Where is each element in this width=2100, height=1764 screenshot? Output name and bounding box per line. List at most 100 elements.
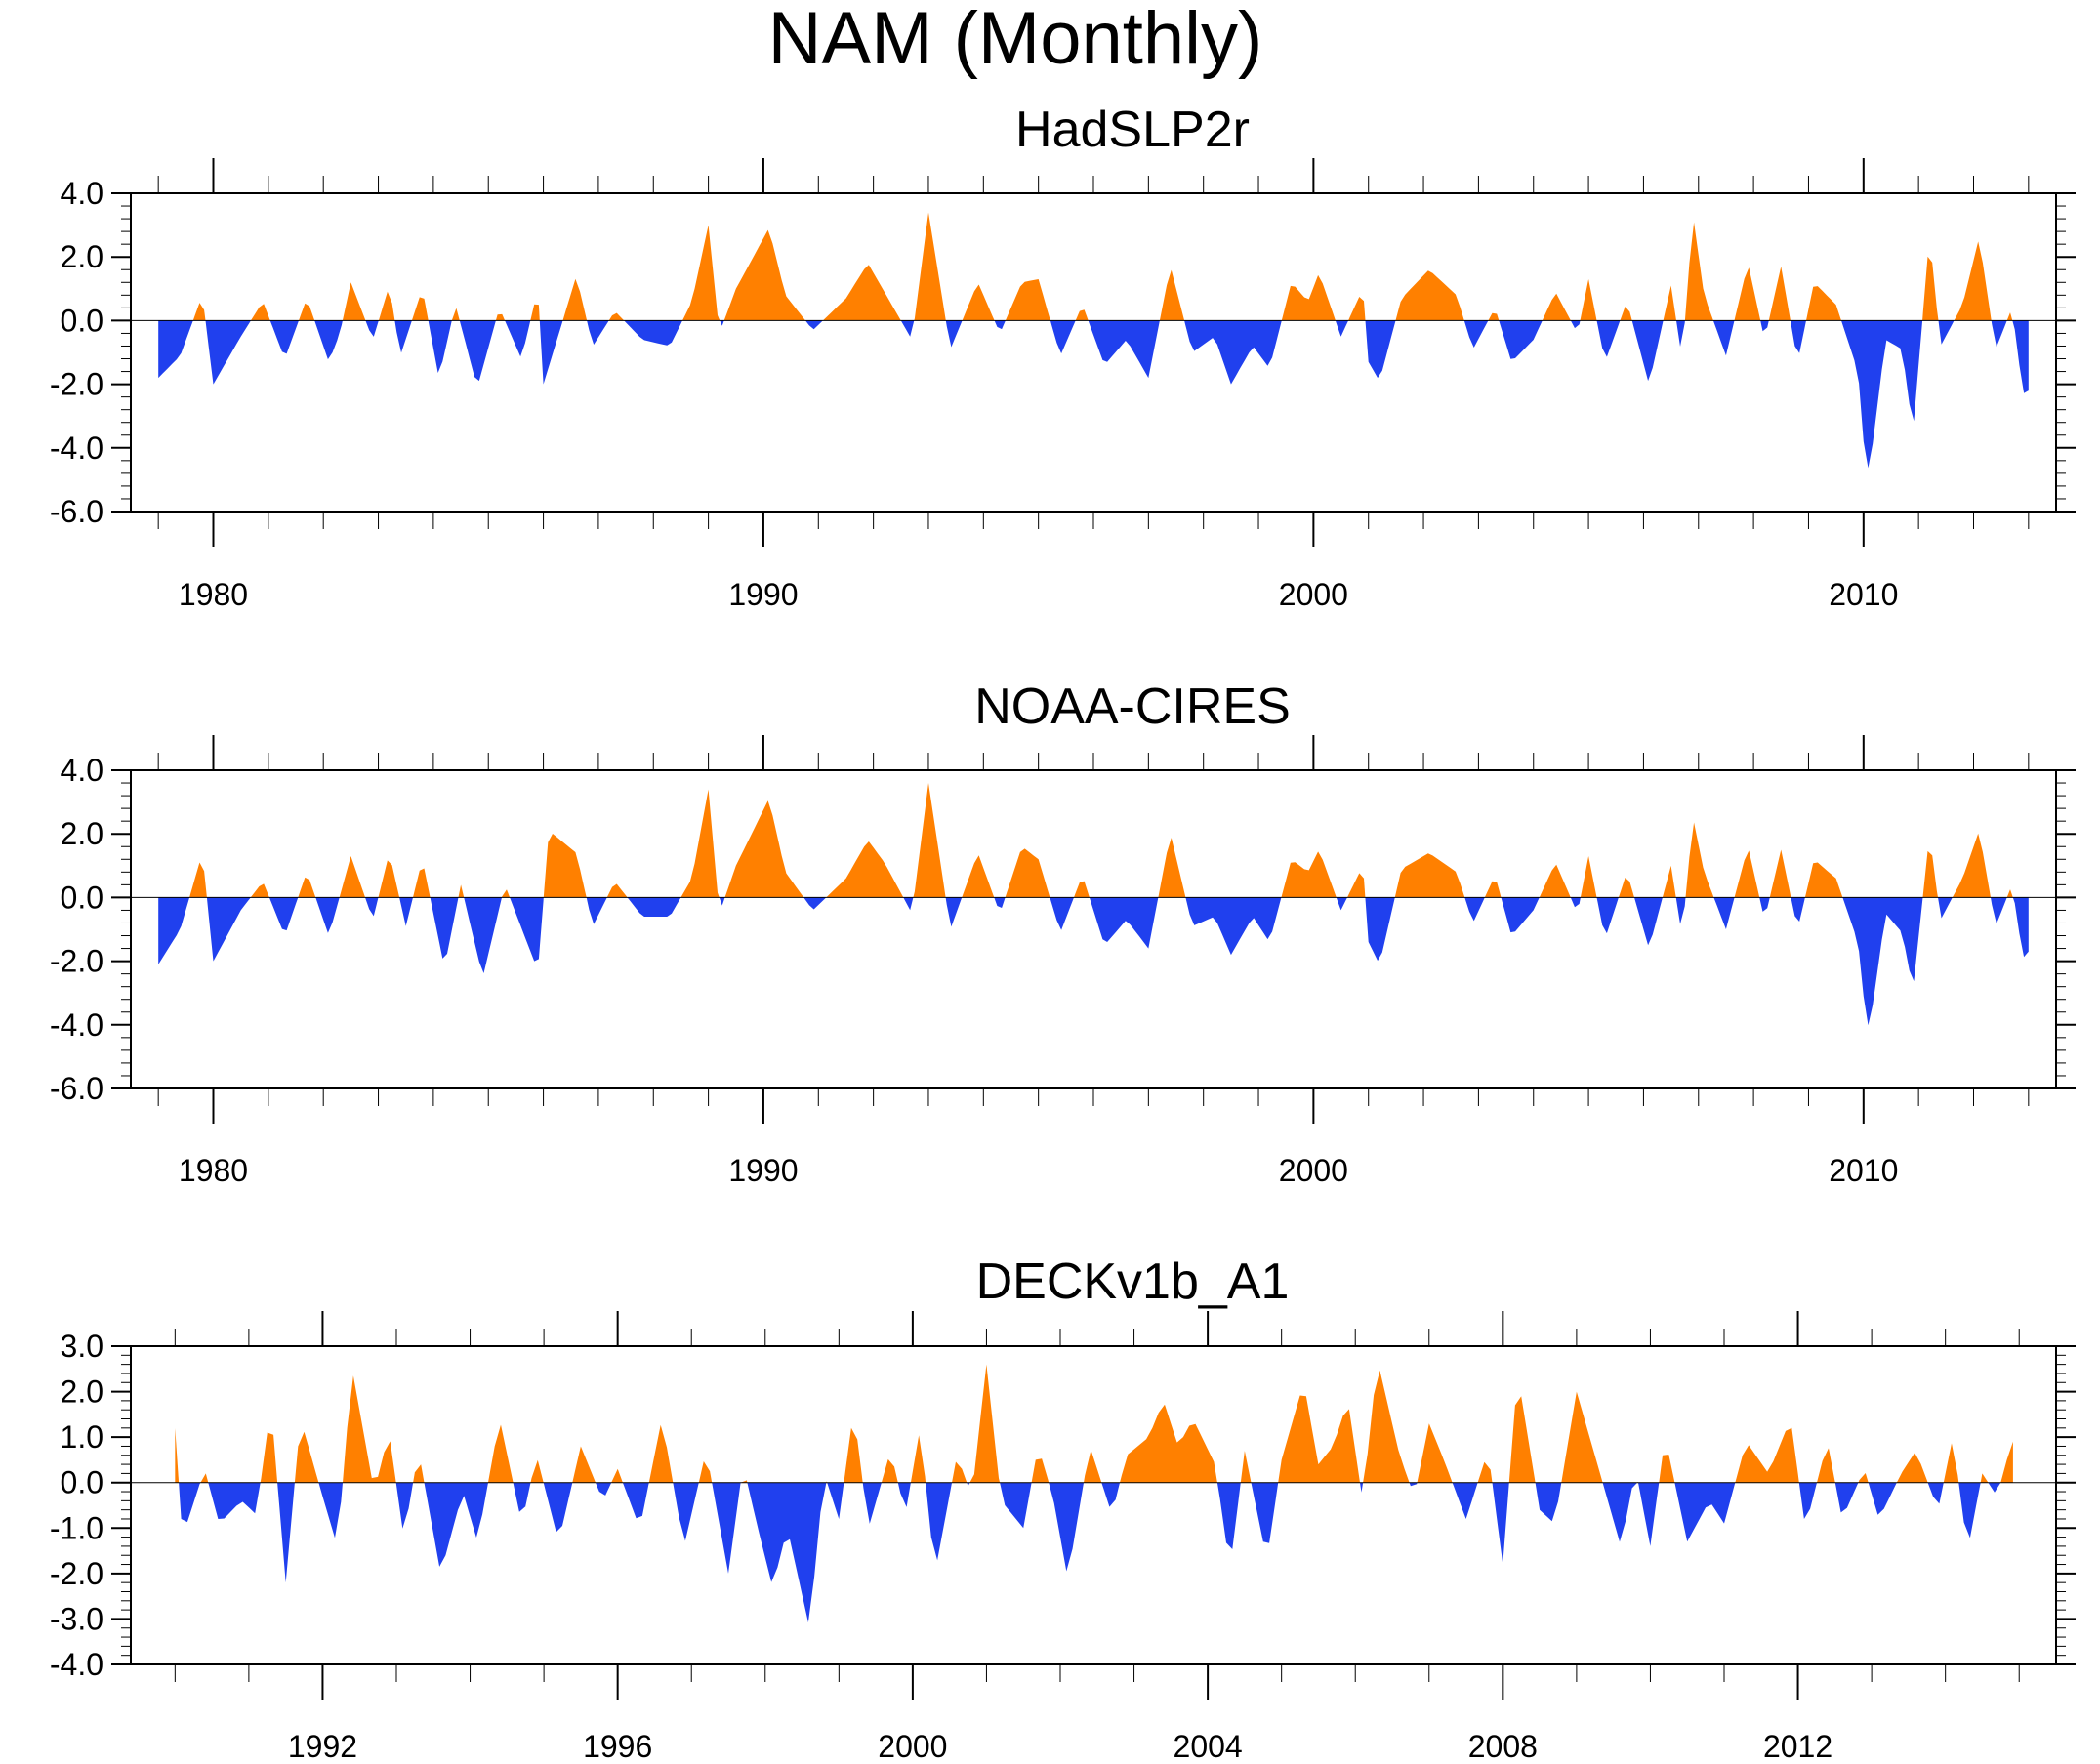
chart-title: DECKv1b_A1 [976,1253,1290,1310]
negative-area [805,320,823,330]
negative-area [1050,320,1076,354]
y-tick-label: 0.0 [61,303,103,338]
positive-area [1662,865,1676,898]
chart-panel: NOAA-CIRES -6.0 -4.0 -2.0 0.0 2.0 4.0 1980 1990 2… [50,678,2076,1188]
negative-area [318,1482,343,1538]
positive-area [1734,850,1760,898]
plot-frame [130,192,2057,513]
positive-area [451,308,460,321]
y-tick-label: -4.0 [50,431,103,466]
positive-area [1348,297,1366,321]
x-tick-label: 1980 [179,577,248,612]
negative-area [1464,897,1485,922]
positive-area [1685,822,1714,898]
x-tick-label: 1990 [728,577,798,612]
positive-area [530,304,540,321]
positive-area [1084,1450,1102,1483]
positive-area [1005,279,1050,321]
y-tick-label: 4.0 [61,176,103,211]
negative-area [1050,897,1074,930]
negative-area [1634,897,1663,946]
positive-area [1806,286,1841,321]
negative-area [206,897,251,962]
negative-area [1535,1482,1562,1522]
positive-area [1858,1473,1869,1483]
positive-area [502,889,511,898]
negative-area [719,897,725,906]
positive-area [1508,1396,1536,1483]
positive-area [2006,312,2013,321]
negative-area [424,1482,488,1567]
positive-area [250,883,269,898]
negative-area [596,1482,612,1496]
x-tick-label: 2010 [1829,577,1898,612]
positive-area [740,1480,748,1483]
positive-area [411,297,429,321]
positive-area [1769,849,1791,898]
negative-area [1184,320,1282,385]
positive-area [1417,1423,1453,1483]
positive-area [413,868,431,898]
negative-area [543,1482,573,1533]
positive-area [175,1427,180,1483]
y-tick-label: -6.0 [50,494,103,529]
positive-area [298,877,316,898]
positive-area [1484,881,1502,898]
negative-area [1927,1482,1944,1504]
positive-area [413,1464,425,1483]
negative-area [1675,897,1686,924]
negative-area [1841,320,1923,469]
positive-area [1618,878,1634,898]
y-tick-label: 2.0 [61,1374,103,1410]
chart-panel: HadSLP2r -6.0 -4.0 -2.0 0.0 2.0 4.0 1980 1990 200… [50,102,2076,612]
positive-area [1281,851,1337,898]
negative-area [1492,1482,1509,1565]
negative-area [1501,897,1540,933]
negative-area [1760,320,1769,332]
negative-area [1452,1482,1478,1519]
positive-area [1539,864,1571,898]
negative-area [395,1482,414,1529]
positive-area [1363,1370,1410,1483]
negative-area [1791,897,1805,922]
positive-area [1074,881,1090,898]
negative-area [1049,1482,1084,1572]
negative-area [994,897,1006,908]
negative-area [1101,1482,1120,1507]
y-tick-label: 3.0 [61,1329,103,1364]
positive-area [822,265,901,321]
positive-area [562,278,588,321]
y-tick-label: 2.0 [61,816,103,851]
x-tick-label: 1990 [728,1153,798,1188]
positive-area [1031,1458,1050,1483]
chart-title: NOAA-CIRES [974,678,1291,735]
positive-area [1159,269,1185,321]
y-tick-label: -3.0 [50,1601,103,1636]
negative-area [315,897,340,933]
negative-area [926,1482,952,1561]
positive-area [1817,1448,1835,1483]
positive-area [2006,889,2013,898]
y-tick-label: -4.0 [50,1007,103,1043]
x-tick-label: 2008 [1468,1729,1538,1764]
chart-title: HadSLP2r [1015,102,1250,158]
y-tick-label: -6.0 [50,1071,103,1106]
positive-area [844,1427,863,1483]
chart-panel: DECKv1b_A1 -4.0 -3.0 -2.0 -1.0 0.0 1.0 2.0 3.0 19… [50,1253,2076,1764]
negative-area [1602,1482,1638,1542]
negative-area [399,897,413,926]
positive-area [698,1461,713,1483]
positive-area [1804,862,1843,898]
negative-area [394,320,412,353]
positive-area [1768,267,1791,321]
negative-area [510,897,544,962]
negative-area [1834,1482,1859,1513]
positive-area [294,1431,319,1483]
positive-area [1120,1404,1217,1483]
positive-area [299,303,315,321]
x-tick-label: 2004 [1174,1729,1243,1764]
negative-area [1676,320,1685,347]
positive-area [250,304,270,321]
negative-area [1360,1482,1364,1493]
